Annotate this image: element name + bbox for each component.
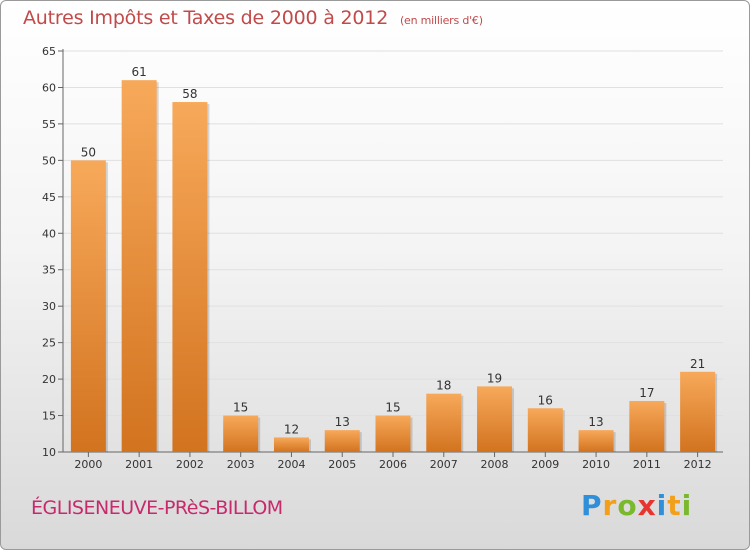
x-tick-label: 2011 bbox=[633, 458, 661, 471]
x-tick-label: 2001 bbox=[125, 458, 153, 471]
bar bbox=[324, 430, 360, 452]
bar bbox=[527, 408, 563, 452]
bar bbox=[477, 386, 513, 452]
y-tick-label: 60 bbox=[42, 81, 56, 94]
logo-letter: o bbox=[617, 489, 638, 522]
logo-letter: t bbox=[667, 489, 682, 522]
x-tick-label: 2009 bbox=[531, 458, 559, 471]
y-tick-label: 35 bbox=[42, 264, 56, 277]
bar bbox=[426, 393, 462, 452]
bar-value-label: 58 bbox=[182, 87, 197, 101]
proxiti-logo: Proxiti bbox=[581, 489, 692, 522]
y-tick-label: 25 bbox=[42, 337, 56, 350]
x-tick-label: 2002 bbox=[176, 458, 204, 471]
logo-letter: i bbox=[656, 489, 668, 522]
bar bbox=[70, 160, 106, 452]
bar-value-label: 12 bbox=[284, 422, 299, 436]
y-tick-label: 55 bbox=[42, 118, 56, 131]
x-tick-label: 2007 bbox=[430, 458, 458, 471]
bar-value-label: 15 bbox=[385, 401, 400, 415]
x-tick-label: 2006 bbox=[379, 458, 407, 471]
x-tick-label: 2004 bbox=[277, 458, 305, 471]
bar-value-label: 17 bbox=[639, 386, 654, 400]
chart-title: Autres Impôts et Taxes de 2000 à 2012 (e… bbox=[23, 7, 483, 29]
x-tick-label: 2010 bbox=[582, 458, 610, 471]
commune-name: ÉGLISENEUVE-PRèS-BILLOM bbox=[31, 497, 283, 519]
bar-value-label: 18 bbox=[436, 379, 451, 393]
logo-letter: x bbox=[637, 489, 657, 522]
bar-value-label: 16 bbox=[538, 393, 553, 407]
y-tick-label: 20 bbox=[42, 373, 56, 386]
bar bbox=[273, 437, 309, 452]
bar bbox=[578, 430, 614, 452]
logo-letter: P bbox=[581, 489, 603, 522]
logo-letter: i bbox=[681, 489, 693, 522]
x-tick-label: 2012 bbox=[684, 458, 712, 471]
x-tick-label: 2005 bbox=[328, 458, 356, 471]
bar-value-label: 50 bbox=[81, 145, 96, 159]
bar-value-label: 13 bbox=[335, 415, 350, 429]
bar bbox=[121, 80, 157, 452]
y-tick-label: 45 bbox=[42, 191, 56, 204]
bar bbox=[375, 415, 411, 452]
bar-value-label: 15 bbox=[233, 401, 248, 415]
bar-value-label: 21 bbox=[690, 357, 705, 371]
x-tick-label: 2003 bbox=[227, 458, 255, 471]
bar bbox=[680, 371, 716, 452]
y-tick-label: 40 bbox=[42, 227, 56, 240]
bar bbox=[223, 415, 259, 452]
bar bbox=[629, 400, 665, 452]
chart-title-text: Autres Impôts et Taxes de 2000 à 2012 bbox=[23, 7, 389, 29]
logo-letter: r bbox=[602, 489, 618, 522]
chart-unit: (en milliers d'€) bbox=[399, 14, 483, 27]
y-tick-label: 65 bbox=[42, 45, 56, 58]
y-tick-label: 15 bbox=[42, 410, 56, 423]
y-tick-label: 50 bbox=[42, 154, 56, 167]
bar-value-label: 61 bbox=[132, 65, 147, 79]
y-tick-label: 30 bbox=[42, 300, 56, 313]
x-tick-label: 2008 bbox=[481, 458, 509, 471]
x-tick-label: 2000 bbox=[74, 458, 102, 471]
bar-value-label: 19 bbox=[487, 371, 502, 385]
bar bbox=[172, 102, 208, 452]
y-tick-label: 10 bbox=[42, 446, 56, 459]
bar-value-label: 13 bbox=[588, 415, 603, 429]
